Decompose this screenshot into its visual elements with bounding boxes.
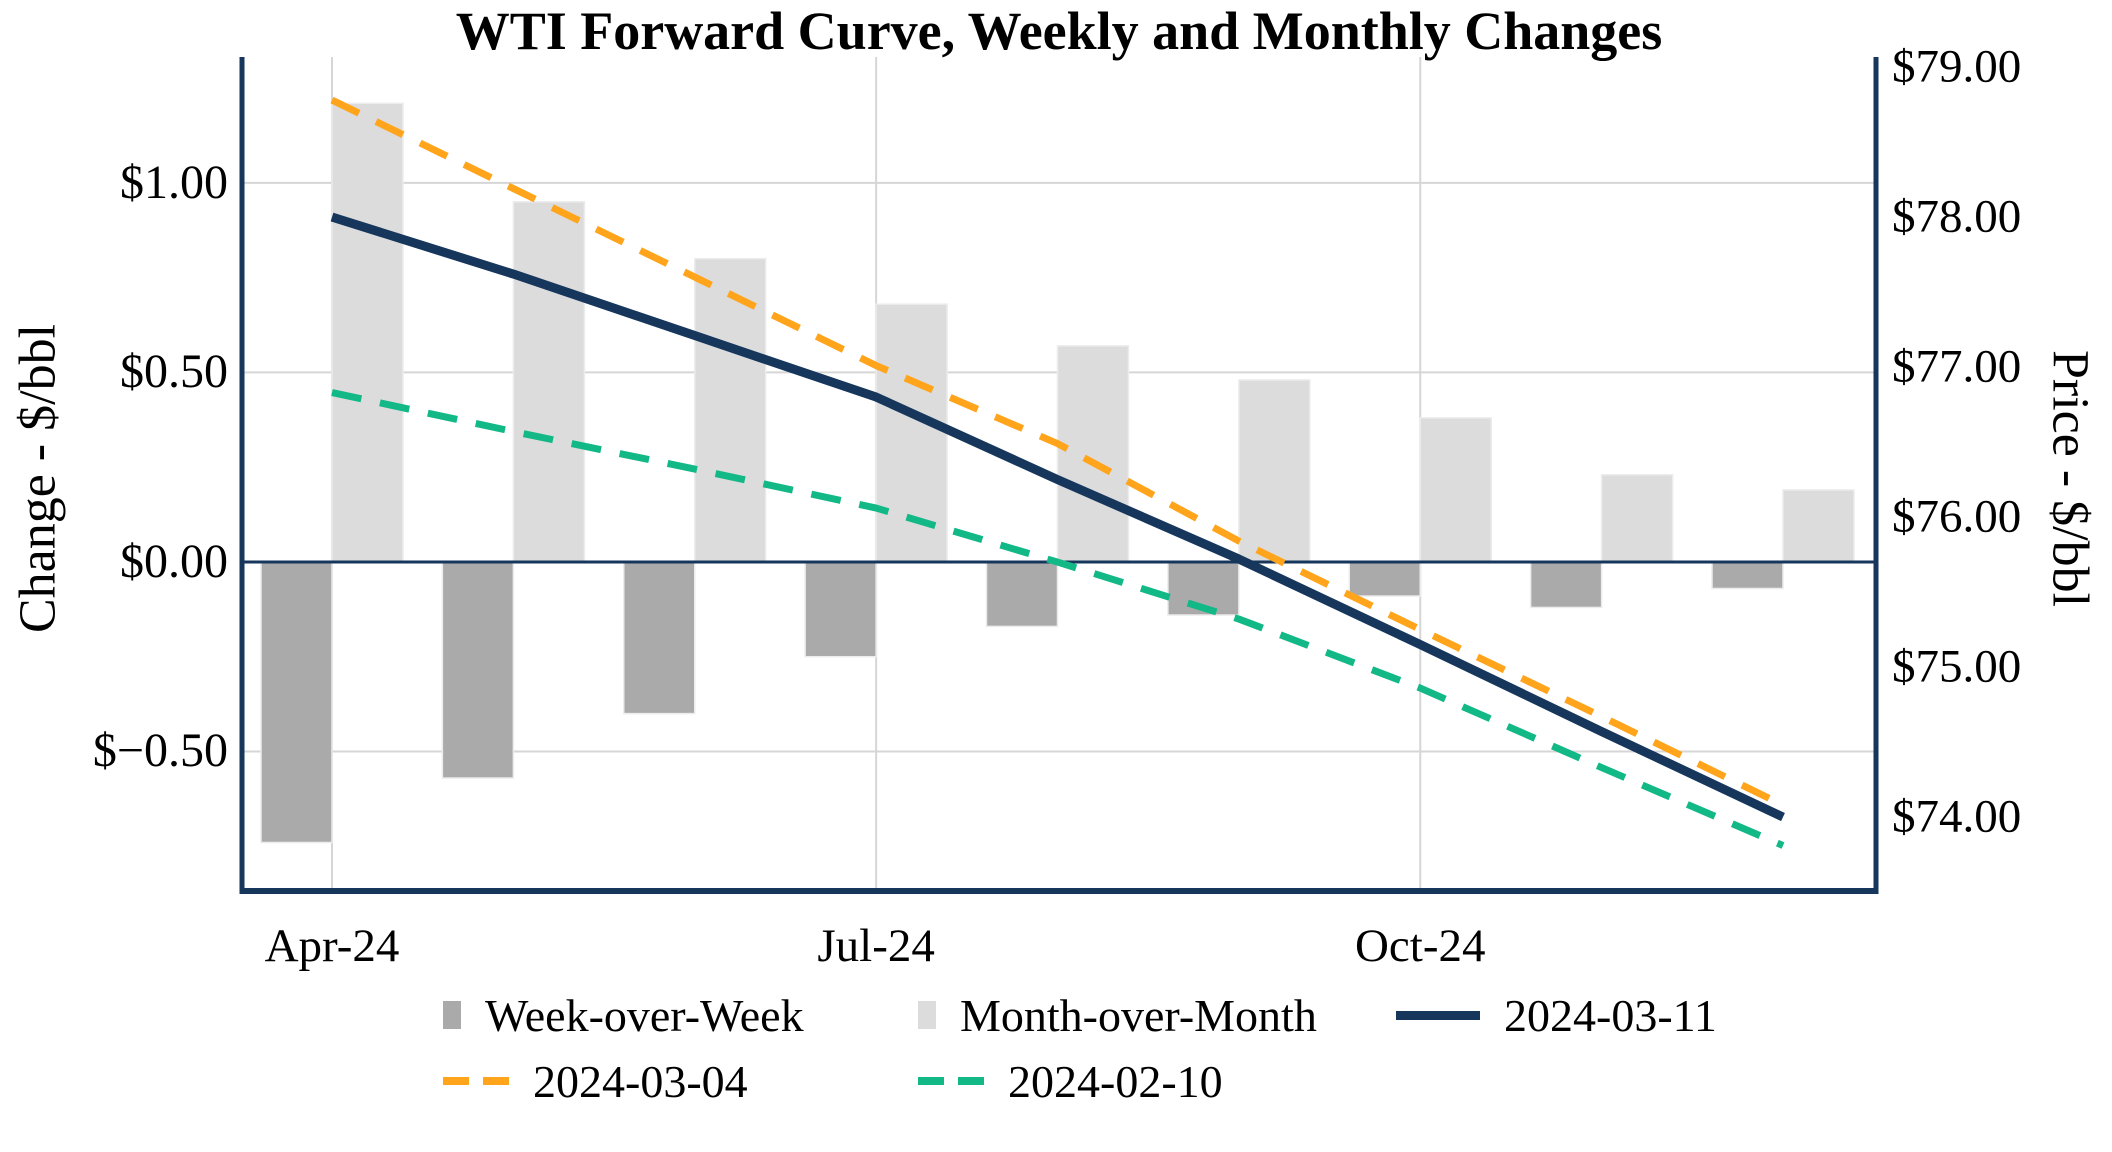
legend-item-2024-02-10: 2024-02-10 xyxy=(918,1052,1396,1110)
orange-dashed-swatch-icon xyxy=(443,1077,509,1085)
legend-label: Week-over-Week xyxy=(485,989,804,1041)
right-axis-tick-label: $77.00 xyxy=(1892,340,2022,393)
left-axis-tick-label: $0.00 xyxy=(120,534,228,588)
left-axis-tick-label: $0.50 xyxy=(120,345,228,399)
bar-week-over-week-May-24 xyxy=(441,561,515,779)
legend: Week-over-Week Month-over-Month 2024-03-… xyxy=(443,986,1717,1110)
bar-month-over-month-Oct-24 xyxy=(1419,417,1492,563)
x-axis-tick-label: Jul-24 xyxy=(817,920,935,972)
legend-label: 2024-02-10 xyxy=(1008,1055,1223,1107)
legend-item-2024-03-11: 2024-03-11 xyxy=(1396,986,1717,1044)
left-axis-tick-label: $1.00 xyxy=(120,155,228,209)
bar-month-over-month-Apr-24 xyxy=(331,102,404,563)
bar-week-over-week-Apr-24 xyxy=(260,561,333,844)
bar-week-over-week-Jul-24 xyxy=(804,561,877,658)
bar-week-over-week-Dec-24 xyxy=(1711,561,1784,590)
bar-week-over-week-Aug-24 xyxy=(985,561,1059,628)
left-axis-tick-label: $−0.50 xyxy=(92,724,228,778)
right-axis-tick-label: $75.00 xyxy=(1892,640,2022,693)
bar-week-over-week-Oct-24 xyxy=(1348,561,1421,597)
left-axis-title: Change - $/bbl xyxy=(9,323,67,634)
bar-month-over-month-Dec-24 xyxy=(1782,489,1855,563)
bar-month-over-month-May-24 xyxy=(512,201,586,563)
line-2024-02-10 xyxy=(331,389,1785,849)
legend-item-month-over-month: Month-over-Month xyxy=(918,986,1396,1044)
bar-month-over-month-Sep-24 xyxy=(1238,379,1311,563)
x-axis-tick-label: Oct-24 xyxy=(1354,920,1486,972)
line-2024-03-04 xyxy=(330,96,1785,809)
bar-month-over-month-Aug-24 xyxy=(1056,345,1130,563)
chart-title: WTI Forward Curve, Weekly and Monthly Ch… xyxy=(455,1,1663,61)
right-axis-tick-label: $79.00 xyxy=(1892,40,2022,93)
right-axis-tick-label: $74.00 xyxy=(1892,790,2022,843)
right-axis-tick-label: $78.00 xyxy=(1892,190,2022,243)
x-axis-tick-label: Apr-24 xyxy=(264,920,400,972)
right-axis-tick-label: $76.00 xyxy=(1892,490,2022,543)
month-over-month-swatch-icon xyxy=(918,1001,936,1029)
line-2024-03-11 xyxy=(330,212,1785,822)
week-over-week-swatch-icon xyxy=(443,1001,461,1029)
bar-week-over-week-Nov-24 xyxy=(1529,561,1603,609)
green-dashed-swatch-icon xyxy=(918,1077,984,1085)
legend-label: 2024-03-04 xyxy=(533,1055,748,1107)
legend-item-2024-03-04: 2024-03-04 xyxy=(443,1052,918,1110)
bar-week-over-week-Jun-24 xyxy=(623,561,696,715)
bar-month-over-month-Nov-24 xyxy=(1600,474,1674,563)
legend-label: 2024-03-11 xyxy=(1504,989,1717,1041)
bar-month-over-month-Jul-24 xyxy=(875,303,948,563)
solid-line-swatch-icon xyxy=(1396,1010,1480,1020)
legend-label: Month-over-Month xyxy=(960,989,1317,1041)
legend-item-week-over-week: Week-over-Week xyxy=(443,986,918,1044)
